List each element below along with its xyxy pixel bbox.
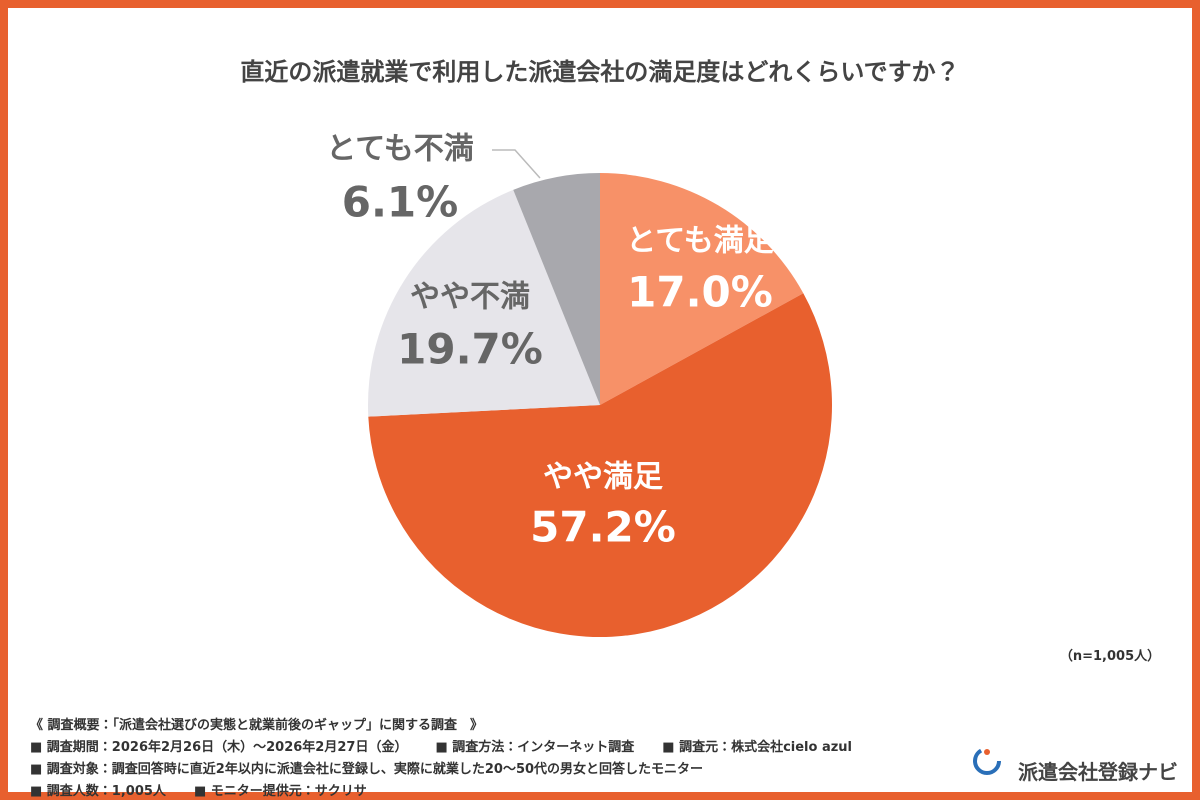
footer-item: ■ 調査対象：調査回答時に直近2年以内に派遣会社に登録し、実際に就業した20〜5… (30, 761, 704, 777)
slice-label: とても満足 (626, 224, 774, 259)
footer-row: 《 調査概要：「派遣会社選びの実態と就業前後のギャップ」に関する調査 》 (30, 712, 852, 734)
value-label: 17.0% (627, 268, 773, 317)
leader-line (492, 149, 541, 179)
footer-item: ■ 調査元：株式会社cielo azul (662, 739, 853, 755)
footer-item: ■ 調査期間：2026年2月26日（木）〜2026年2月27日（金） (30, 739, 408, 755)
pie-slice (368, 189, 600, 417)
value-label: 19.7% (397, 325, 543, 374)
footer-item: ■ モニター提供元：サクリサ (193, 783, 367, 799)
chart: 直近の派遣就業で利用した派遣会社の満足度はどれくらいですか？ （n=1,005人… (240, 58, 1160, 664)
footer-row: ■ 調査対象：調査回答時に直近2年以内に派遣会社に登録し、実際に就業した20〜5… (30, 756, 852, 778)
slice-label: やや不満 (410, 280, 530, 315)
logo-icon (973, 747, 1001, 775)
brand: 派遣会社登録ナビ (1018, 760, 1178, 784)
pie-slice (513, 173, 600, 405)
value-label: 6.1% (342, 178, 458, 227)
slice-label: やや満足 (543, 460, 663, 495)
pie-slice (368, 293, 833, 637)
footer-row: ■ 調査人数：1,005人 ■ モニター提供元：サクリサ (30, 778, 852, 800)
sample-note: （n=1,005人） (1060, 648, 1160, 664)
footer: 《 調査概要：「派遣会社選びの実態と就業前後のギャップ」に関する調査 》 ■ 調査… (30, 712, 852, 800)
footer-item: 《 調査概要：「派遣会社選びの実態と就業前後のギャップ」に関する調査 》 (30, 717, 484, 733)
pie-slice (600, 173, 804, 405)
footer-item: ■ 調査人数：1,005人 (30, 783, 166, 799)
slice-label: とても不満 (326, 132, 474, 167)
value-label: 57.2% (530, 503, 676, 552)
chart-title: 直近の派遣就業で利用した派遣会社の満足度はどれくらいですか？ (240, 58, 959, 86)
footer-row: ■ 調査期間：2026年2月26日（木）〜2026年2月27日（金） ■ 調査方法… (30, 734, 852, 756)
footer-item: ■ 調査方法：インターネット調査 (435, 739, 635, 755)
